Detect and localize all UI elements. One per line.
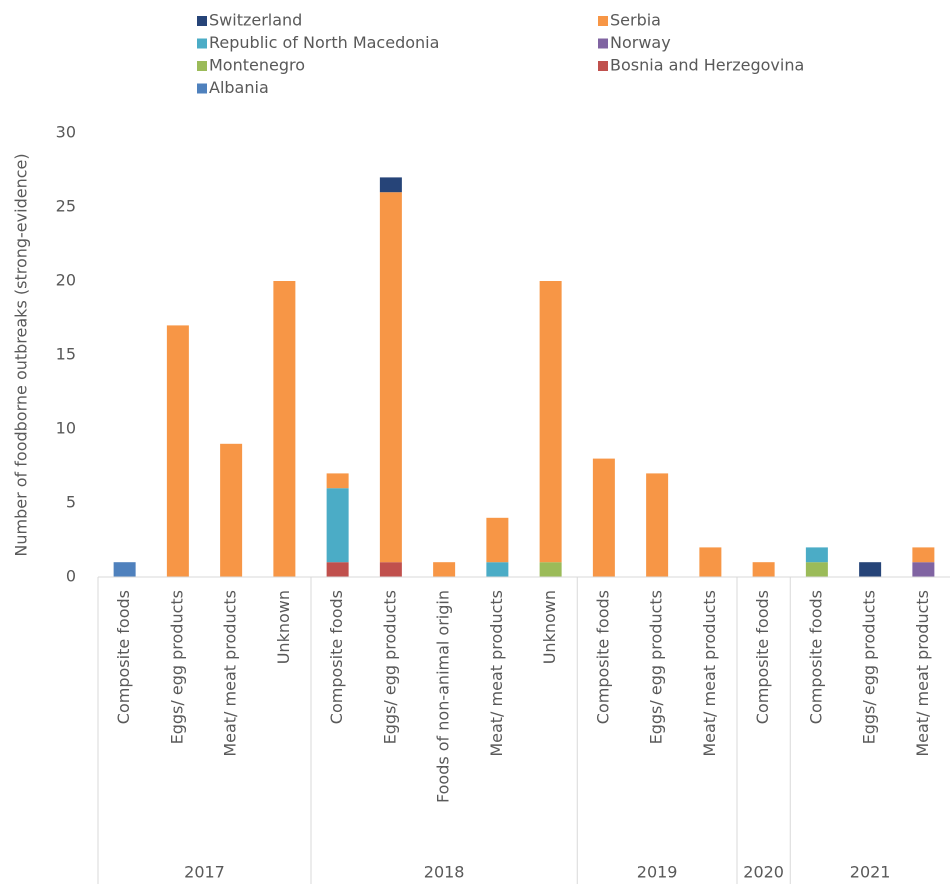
group-label: 2021 bbox=[850, 863, 891, 882]
y-axis-title: Number of foodborne outbreaks (strong-ev… bbox=[12, 153, 31, 556]
bar-segment bbox=[592, 458, 615, 577]
bar-segment bbox=[220, 443, 243, 577]
x-tick-label: Unknown bbox=[274, 590, 293, 664]
y-tick-label: 5 bbox=[66, 493, 76, 512]
bar-segment bbox=[326, 488, 349, 563]
bar-segment bbox=[433, 562, 456, 577]
bar-segment bbox=[805, 547, 828, 563]
y-tick-label: 15 bbox=[56, 345, 76, 364]
legend-label: Norway bbox=[610, 33, 671, 52]
y-tick-label: 20 bbox=[56, 271, 76, 290]
bar-segment bbox=[859, 562, 882, 577]
bar-segment bbox=[326, 473, 349, 489]
x-tick-label: Meat/ meat products bbox=[487, 590, 506, 757]
legend-label: Albania bbox=[209, 78, 269, 97]
legend-label: Switzerland bbox=[209, 11, 302, 30]
bar-segment bbox=[486, 562, 509, 577]
group-label: 2017 bbox=[184, 863, 225, 882]
group-label: 2020 bbox=[743, 863, 784, 882]
legend-label: Republic of North Macedonia bbox=[209, 33, 439, 52]
x-tick-label: Composite foods bbox=[753, 590, 772, 724]
x-tick-label: Foods of non-animal origin bbox=[434, 590, 453, 803]
bar-segment bbox=[912, 547, 935, 563]
bar-segment bbox=[379, 192, 402, 563]
legend-swatch bbox=[197, 83, 207, 94]
x-tick-label: Composite foods bbox=[593, 590, 612, 724]
bar-segment bbox=[113, 562, 136, 577]
bar-segment bbox=[699, 547, 722, 577]
legend-label: Bosnia and Herzegovina bbox=[610, 56, 804, 75]
bar-segment bbox=[646, 473, 669, 577]
group-label: 2019 bbox=[637, 863, 678, 882]
bar-segment bbox=[539, 281, 562, 563]
legend-label: Montenegro bbox=[209, 56, 305, 75]
bar-segment bbox=[166, 325, 189, 577]
legend-swatch bbox=[197, 61, 207, 71]
x-tick-label: Meat/ meat products bbox=[221, 590, 240, 757]
x-tick-label: Unknown bbox=[540, 590, 559, 664]
y-tick-label: 0 bbox=[66, 567, 76, 586]
bar-segment bbox=[379, 562, 402, 577]
legend-swatch bbox=[598, 16, 608, 26]
x-tick-label: Eggs/ egg products bbox=[380, 590, 399, 744]
legend-swatch bbox=[197, 38, 207, 49]
x-tick-label: Eggs/ egg products bbox=[167, 590, 186, 744]
y-tick-label: 25 bbox=[56, 197, 76, 216]
x-tick-label: Eggs/ egg products bbox=[647, 590, 666, 744]
bar-segment bbox=[486, 517, 509, 563]
bar-segment bbox=[752, 562, 775, 577]
x-tick-label: Composite foods bbox=[114, 590, 133, 724]
y-tick-label: 10 bbox=[56, 419, 76, 438]
legend-label: Serbia bbox=[610, 11, 661, 30]
bar-segment bbox=[379, 177, 402, 193]
y-tick-label: 30 bbox=[56, 123, 76, 142]
bar-segment bbox=[539, 562, 562, 577]
x-tick-label: Composite foods bbox=[806, 590, 825, 724]
legend-swatch bbox=[598, 38, 608, 49]
legend-swatch bbox=[598, 61, 608, 71]
bar-segment bbox=[326, 562, 349, 577]
x-tick-label: Eggs/ egg products bbox=[860, 590, 879, 744]
x-tick-label: Composite foods bbox=[327, 590, 346, 724]
bar-segment bbox=[912, 562, 935, 577]
x-tick-label: Meat/ meat products bbox=[913, 590, 932, 757]
bar-segment bbox=[273, 281, 296, 577]
group-label: 2018 bbox=[424, 863, 465, 882]
x-tick-label: Meat/ meat products bbox=[700, 590, 719, 757]
legend-swatch bbox=[197, 16, 207, 26]
bar-segment bbox=[805, 562, 828, 577]
